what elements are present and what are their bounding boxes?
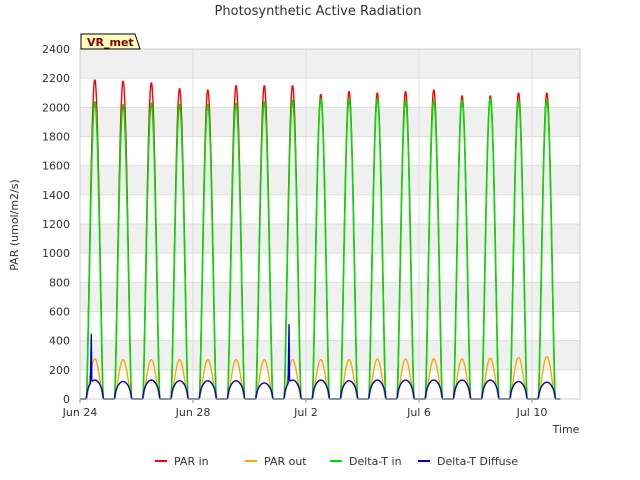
legend-item: Delta-T in [330,455,402,468]
background-band [80,253,580,283]
legend: PAR in PAR out Delta-T in Delta-T Diffuse [155,455,518,468]
chart-title: Photosynthetic Active Radiation [215,4,422,19]
x-axis-label: Time [552,423,580,436]
y-tick-label: 1000 [42,247,70,260]
legend-label: PAR in [174,455,209,468]
y-tick-label: 2200 [42,72,70,85]
y-axis-label: PAR (umol/m2/s) [8,179,21,271]
x-tick-label: Jul 10 [516,406,548,419]
station-annotation: VR_met [80,33,141,50]
x-tick-label: Jun 24 [62,406,98,419]
background-band [80,49,580,79]
y-tick-label: 1600 [42,160,70,173]
x-tick-label: Jul 2 [293,406,318,419]
annotation-box [80,33,141,50]
legend-label: Delta-T Diffuse [437,455,518,468]
y-tick-label: 1400 [42,189,70,202]
legend-item: PAR out [245,455,307,468]
y-tick-label: 400 [49,335,70,348]
legend-item: Delta-T Diffuse [418,455,518,468]
y-tick-label: 1200 [42,218,70,231]
axes: 0 200 400 600 800 1000 1200 1400 1600 1800 2000 220… [42,43,581,419]
background-band [80,340,580,370]
legend-label: PAR out [264,455,307,468]
y-tick-label: 0 [63,393,70,406]
y-tick-label: 1800 [42,131,70,144]
background-band [80,136,580,166]
y-tick-label: 800 [49,276,70,289]
background-band [80,165,580,195]
x-tick-label: Jul 6 [406,406,431,419]
y-tick-label: 600 [49,306,70,319]
plot-frame [79,48,581,400]
background-band [80,282,580,312]
annotation-text: VR_met [87,36,134,49]
background-band [80,107,580,137]
background-band [80,224,580,254]
y-tick-label: 2400 [42,43,70,56]
background-band [80,78,580,108]
background-band [80,311,580,341]
x-tick-label: Jun 28 [175,406,211,419]
legend-label: Delta-T in [349,455,402,468]
y-tick-label: 2000 [42,101,70,114]
legend-item: PAR in [155,455,209,468]
background-band [80,194,580,224]
y-tick-label: 200 [49,364,70,377]
